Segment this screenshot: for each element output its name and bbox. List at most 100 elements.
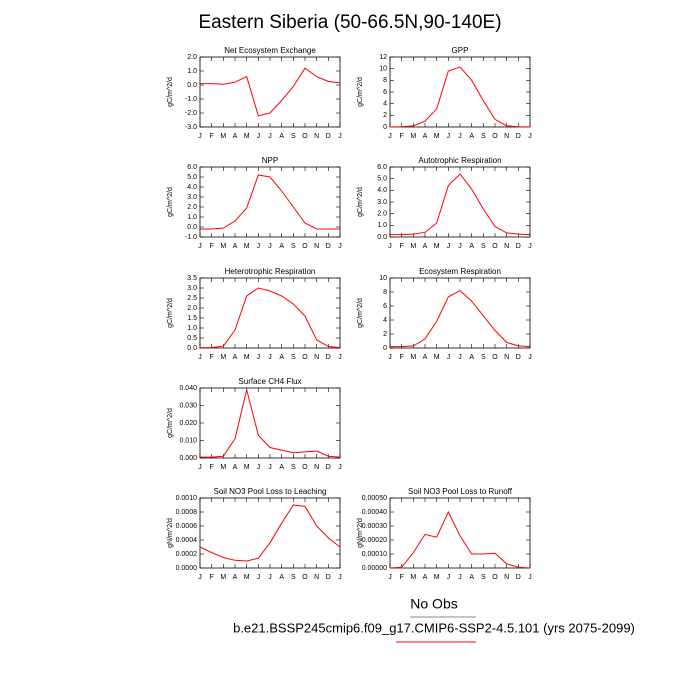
- x-tick-label: N: [504, 243, 509, 250]
- y-tick-label: 4: [383, 317, 387, 324]
- x-tick-label: J: [268, 464, 272, 471]
- x-tick-label: O: [492, 243, 498, 250]
- x-tick-label: J: [198, 464, 202, 471]
- x-tick-label: S: [291, 354, 296, 361]
- x-tick-label: J: [447, 574, 451, 581]
- y-tick-label: 1.0: [187, 325, 197, 332]
- x-tick-label: A: [279, 133, 284, 140]
- x-tick-label: J: [458, 133, 462, 140]
- x-tick-label: N: [314, 243, 319, 250]
- x-tick-label: N: [504, 354, 509, 361]
- y-tick-label: 2.0: [187, 305, 197, 312]
- y-tick-label: 0.0: [187, 224, 197, 231]
- x-tick-label: J: [198, 354, 202, 361]
- x-tick-label: F: [400, 354, 404, 361]
- x-tick-label: M: [220, 133, 226, 140]
- y-tick-label: 0.0: [187, 345, 197, 352]
- y-tick-label: 4: [383, 101, 387, 108]
- x-tick-label: M: [410, 354, 416, 361]
- x-tick-label: A: [279, 464, 284, 471]
- x-tick-label: J: [268, 354, 272, 361]
- panel-title: Net Ecosystem Exchange: [224, 46, 316, 55]
- x-tick-label: J: [528, 133, 532, 140]
- y-tick-label: 0.00040: [362, 509, 387, 516]
- y-tick-label: 3.0: [187, 194, 197, 201]
- y-tick-label: 2.0: [377, 211, 387, 218]
- x-tick-label: J: [447, 354, 451, 361]
- panel: Soil NO3 Pool Loss to LeachinggN/m^2/d0.…: [167, 487, 342, 581]
- x-tick-label: S: [291, 464, 296, 471]
- x-tick-label: M: [410, 243, 416, 250]
- x-tick-label: J: [257, 464, 261, 471]
- y-tick-label: 0.00020: [362, 537, 387, 544]
- y-tick-label: 0.040: [179, 385, 197, 392]
- y-tick-label: 12: [379, 54, 387, 61]
- x-tick-label: D: [516, 574, 521, 581]
- y-axis-label: gN/m^2/d: [357, 518, 364, 548]
- panel: Net Ecosystem Exchange gC/m^2/d -3.0 -2.0 -1…: [167, 46, 342, 140]
- x-tick-label: S: [481, 243, 486, 250]
- x-tick-label: N: [314, 464, 319, 471]
- y-tick-label: 0.00000: [362, 565, 387, 572]
- y-tick-label: -1.0: [185, 234, 197, 241]
- x-tick-label: A: [469, 243, 474, 250]
- x-tick-label: M: [244, 243, 250, 250]
- x-tick-label: J: [268, 243, 272, 250]
- x-tick-label: A: [233, 464, 238, 471]
- y-axis-label: gC/m^2/d: [357, 187, 364, 217]
- x-tick-label: A: [233, 133, 238, 140]
- x-tick-label: J: [268, 133, 272, 140]
- data-line: [390, 289, 531, 348]
- x-tick-label: M: [244, 574, 250, 581]
- y-tick-label: 0.0010: [176, 495, 198, 502]
- y-axis-label: gC/m^2/d: [167, 77, 174, 107]
- x-tick-label: M: [410, 574, 416, 581]
- data-line: [200, 67, 341, 117]
- x-tick-label: N: [314, 354, 319, 361]
- y-tick-label: 2: [383, 112, 387, 119]
- panel-title: NPP: [262, 156, 278, 165]
- x-tick-label: A: [469, 354, 474, 361]
- case-label: b.e21.BSSP245cmip6.f09_g17.CMIP6-SSP2-4.…: [233, 620, 635, 635]
- y-tick-label: 0.0004: [176, 537, 198, 544]
- x-tick-label: O: [302, 574, 308, 581]
- y-tick-label: 0.020: [179, 420, 197, 427]
- panel-title: Heterotrophic Respiration: [225, 267, 316, 276]
- x-tick-label: F: [210, 133, 214, 140]
- x-tick-label: M: [220, 354, 226, 361]
- y-tick-label: 2.0: [187, 204, 197, 211]
- panel: Surface CH4 Flux gC/m^2/d 0.000 0.010 0.020 0…: [167, 377, 342, 471]
- panel-title: Ecosystem Respiration: [419, 267, 501, 276]
- y-tick-label: 1.0: [187, 68, 197, 75]
- x-tick-label: S: [291, 243, 296, 250]
- y-tick-label: 2.5: [187, 295, 197, 302]
- panel: Autotrophic Respiration gC/m^2/d 0.0 1.0 2.0…: [357, 156, 532, 250]
- x-tick-label: O: [302, 464, 308, 471]
- panel-title: GPP: [452, 46, 469, 55]
- data-line: [200, 174, 340, 230]
- panel-title: Surface CH4 Flux: [238, 377, 301, 386]
- x-tick-label: A: [423, 574, 428, 581]
- y-tick-label: 0.0002: [176, 551, 198, 558]
- y-tick-label: -2.0: [185, 110, 197, 117]
- data-line: [389, 510, 531, 569]
- x-tick-label: N: [504, 133, 509, 140]
- x-tick-label: S: [291, 574, 296, 581]
- panel-title: Soil NO3 Pool Loss to Runoff: [408, 487, 513, 496]
- data-line: [200, 389, 341, 458]
- y-tick-label: 1.0: [377, 222, 387, 229]
- y-tick-label: 0: [383, 124, 387, 131]
- x-tick-label: A: [469, 574, 474, 581]
- y-tick-label: 0.0: [187, 82, 197, 89]
- x-tick-label: J: [338, 574, 342, 581]
- y-tick-label: 0: [383, 345, 387, 352]
- x-tick-label: M: [244, 133, 250, 140]
- data-line: [200, 287, 341, 349]
- x-tick-label: M: [434, 133, 440, 140]
- x-tick-label: J: [338, 354, 342, 361]
- y-tick-label: 0.0006: [176, 523, 198, 530]
- x-tick-label: M: [434, 243, 440, 250]
- x-tick-label: M: [244, 354, 250, 361]
